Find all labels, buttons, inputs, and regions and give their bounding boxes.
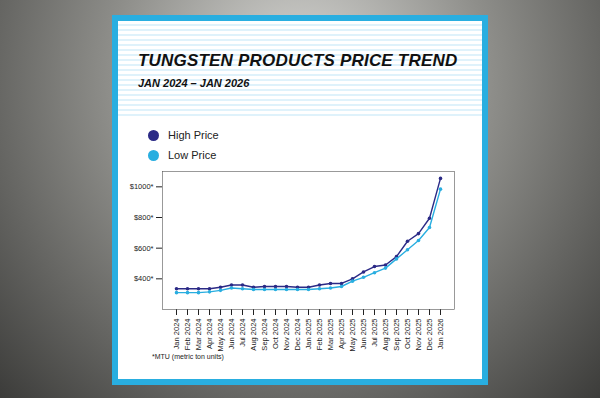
svg-text:Oct 2024: Oct 2024	[271, 319, 280, 349]
svg-text:Jan 2024: Jan 2024	[172, 319, 181, 350]
html-text:*MTU (metric ton units): *MTU (metric ton units)	[152, 353, 224, 360]
svg-text:Jan 2026: Jan 2026	[436, 319, 445, 350]
svg-text:May 2025: May 2025	[348, 319, 357, 352]
svg-text:Jul 2025: Jul 2025	[370, 319, 379, 347]
svg-text:Sep 2025: Sep 2025	[392, 319, 401, 351]
svg-text:Jun 2025: Jun 2025	[359, 319, 368, 350]
svg-text:Jul 2024: Jul 2024	[238, 319, 247, 347]
svg-text:$1000*: $1000*	[130, 182, 154, 191]
svg-text:Mar 2024: Mar 2024	[194, 319, 203, 351]
svg-text:$600*: $600*	[134, 244, 154, 253]
svg-text:Jan 2025: Jan 2025	[304, 319, 313, 350]
svg-text:$400*: $400*	[134, 274, 154, 283]
svg-text:Sep 2024: Sep 2024	[260, 319, 269, 351]
html-text:Low Price: Low Price	[168, 149, 217, 161]
svg-text:Mar 2025: Mar 2025	[326, 319, 335, 351]
svg-text:Nov 2025: Nov 2025	[414, 319, 423, 351]
html-text:TUNGSTEN PRODUCTS PRICE TREND: TUNGSTEN PRODUCTS PRICE TREND	[138, 51, 458, 70]
svg-text:Feb 2025: Feb 2025	[315, 319, 324, 351]
svg-text:Dec 2025: Dec 2025	[425, 319, 434, 351]
svg-text:Apr 2024: Apr 2024	[205, 319, 214, 349]
svg-text:Oct 2025: Oct 2025	[403, 319, 412, 349]
html-text:High Price: High Price	[168, 129, 219, 141]
svg-text:May 2024: May 2024	[216, 319, 225, 352]
svg-text:Feb 2024: Feb 2024	[183, 319, 192, 351]
svg-text:Aug 2025: Aug 2025	[381, 319, 390, 351]
svg-text:Jun 2024: Jun 2024	[227, 319, 236, 350]
svg-text:$800*: $800*	[134, 213, 154, 222]
html-text:JAN 2024 – JAN 2026: JAN 2024 – JAN 2026	[138, 77, 250, 89]
svg-text:Apr 2025: Apr 2025	[337, 319, 346, 349]
svg-text:Dec 2024: Dec 2024	[293, 319, 302, 351]
svg-text:Nov 2024: Nov 2024	[282, 319, 291, 351]
svg-text:Aug 2024: Aug 2024	[249, 319, 258, 351]
